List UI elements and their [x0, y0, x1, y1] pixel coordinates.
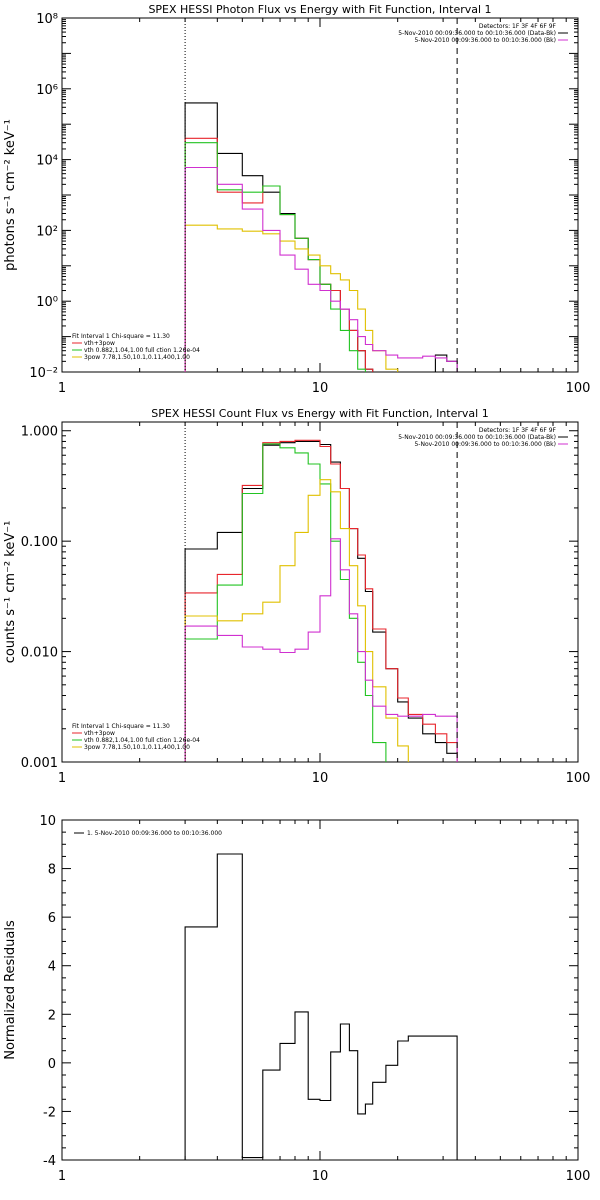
- y-tick-label: 8: [48, 863, 56, 878]
- legend-bottom: Fit Interval 1 Chi-square = 11.30vth+3po…: [72, 333, 200, 361]
- legend-top-entry: Detectors: 1F 3F 4F 6F 9F: [479, 23, 557, 30]
- y-tick-label: 10⁴: [36, 154, 58, 169]
- plot-frame: [61, 819, 579, 1161]
- x-axis: 1 10 100: [58, 820, 591, 1184]
- y-tick-label: 6: [48, 911, 56, 926]
- legend-bottom-entry: 3pow 7.78,1.50,10.1,0.11,400,1.00: [84, 354, 190, 361]
- legend-bottom-entry: Fit Interval 1 Chi-square = 11.30: [72, 723, 170, 730]
- x-tick-label: 100: [566, 771, 591, 786]
- y-axis: -4 -2 0 2 4 6 8 10: [39, 814, 578, 1169]
- legend-bottom-entry: 3pow 7.78,1.50,10.1,0.11,400,1.00: [84, 744, 190, 751]
- series-4-histogram: [184, 479, 458, 762]
- x-tick-label: 10: [312, 1169, 329, 1184]
- y-tick-label: 0.010: [21, 646, 58, 661]
- x-tick-label: 100: [566, 1169, 591, 1184]
- series-4-histogram: [184, 224, 458, 372]
- y-axis-label: Normalized Residuals: [3, 920, 18, 1060]
- y-tick-label: 2: [48, 1008, 56, 1023]
- x-tick-label: 10: [312, 381, 329, 396]
- x-axis: 1 10 100: [58, 18, 591, 396]
- data-group: [184, 102, 458, 372]
- legend-top: Detectors: 1F 3F 4F 6F 9F5-Nov-2010 00:0…: [398, 23, 568, 44]
- series-5-histogram: [184, 166, 458, 372]
- legend-bottom-entry: vth 0.882,1.04,1.00 full ction 1.26e-04: [84, 347, 200, 354]
- legend-top-entry: 5-Nov-2010 00:09:36.000 to 00:10:36.000 …: [398, 30, 556, 37]
- series-5-histogram: [184, 538, 458, 762]
- y-axis-label: photons s⁻¹ cm⁻² keV⁻¹: [3, 119, 18, 271]
- legend-bottom-entry: Fit Interval 1 Chi-square = 11.30: [72, 333, 170, 340]
- y-tick-label: 1.000: [21, 425, 58, 440]
- x-tick-label: 100: [566, 381, 591, 396]
- legend-bottom-entry: vth+3pow: [84, 340, 115, 347]
- legend-top-entry: Detectors: 1F 3F 4F 6F 9F: [479, 427, 557, 434]
- legend-entry: 1. 5-Nov-2010 00:09:36.000 to 00:10:36.0…: [87, 830, 222, 837]
- y-tick-label: -4: [43, 1154, 56, 1169]
- y-tick-label: 10: [39, 814, 56, 829]
- y-tick-label: 0.001: [21, 756, 58, 771]
- y-axis-label: counts s⁻¹ cm⁻² keV⁻¹: [3, 521, 18, 664]
- series-1-histogram: [184, 853, 458, 1160]
- y-tick-label: -2: [43, 1105, 56, 1120]
- plot-frame: [61, 17, 579, 373]
- y-tick-label: 10⁸: [36, 12, 58, 27]
- y-tick-label: 4: [48, 960, 56, 975]
- series-3-histogram: [184, 443, 458, 762]
- y-axis: 0.001 0.010 0.100 1.000: [21, 425, 578, 771]
- legend-top-entry: 5-Nov-2010 00:09:36.000 to 00:10:36.000 …: [414, 441, 556, 448]
- panel-3: 1 10 100 -4 -2 0 2 4 6 8 10 Normalized Residuals 1. …: [3, 814, 590, 1184]
- y-tick-label: 10⁶: [36, 83, 58, 98]
- x-axis: 1 10 100: [58, 422, 591, 786]
- y-tick-label: 10⁻²: [29, 366, 58, 381]
- series-3-histogram: [184, 142, 458, 372]
- legend-top-entry: 5-Nov-2010 00:09:36.000 to 00:10:36.000 …: [398, 434, 556, 441]
- legend: 1. 5-Nov-2010 00:09:36.000 to 00:10:36.0…: [74, 830, 222, 837]
- chart-title: SPEX HESSI Photon Flux vs Energy with Fi…: [148, 3, 491, 16]
- legend-top-entry: 5-Nov-2010 00:09:36.000 to 00:10:36.000 …: [414, 37, 556, 44]
- x-tick-label: 1: [58, 771, 66, 786]
- y-tick-label: 10⁰: [36, 295, 58, 310]
- y-tick-label: 10²: [36, 224, 58, 239]
- x-tick-label: 1: [58, 1169, 66, 1184]
- legend-bottom: Fit Interval 1 Chi-square = 11.30vth+3po…: [72, 723, 200, 751]
- legend-top: Detectors: 1F 3F 4F 6F 9F5-Nov-2010 00:0…: [398, 427, 568, 448]
- legend-bottom-entry: vth 0.882,1.04,1.00 full ction 1.26e-04: [84, 737, 200, 744]
- y-tick-label: 0: [48, 1057, 56, 1072]
- data-group: [184, 439, 458, 762]
- y-axis: 10⁻² 10⁰ 10² 10⁴ 10⁶ 10⁸: [29, 12, 578, 381]
- x-tick-label: 10: [312, 771, 329, 786]
- panel-1: SPEX HESSI Photon Flux vs Energy with Fi…: [3, 3, 590, 396]
- series-2-histogram: [184, 439, 458, 762]
- y-tick-label: 0.100: [21, 535, 58, 550]
- series-1-histogram: [184, 102, 458, 372]
- data-group: [184, 853, 458, 1160]
- x-tick-label: 1: [58, 381, 66, 396]
- series-2-histogram: [184, 137, 458, 372]
- legend-bottom-entry: vth+3pow: [84, 730, 115, 737]
- panel-2: SPEX HESSI Count Flux vs Energy with Fit…: [3, 407, 591, 786]
- chart-title: SPEX HESSI Count Flux vs Energy with Fit…: [151, 407, 488, 420]
